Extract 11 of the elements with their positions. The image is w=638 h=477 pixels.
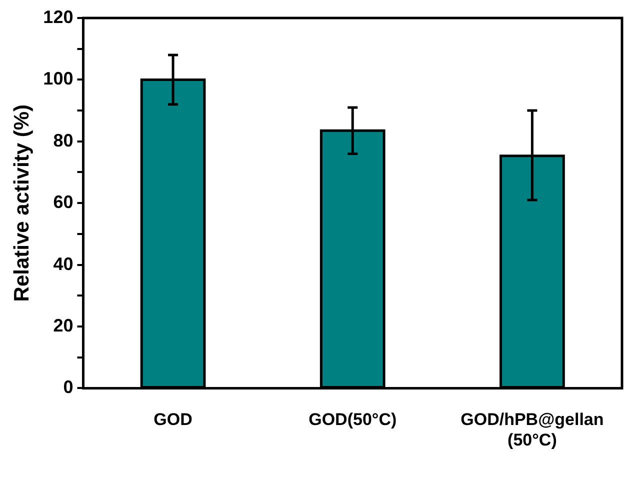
x-tick-label: GOD/hPB@gellan (50°C) bbox=[460, 410, 604, 450]
y-tick-label: 40 bbox=[53, 254, 74, 274]
y-tick-label: 120 bbox=[43, 6, 74, 27]
y-tick-label: 20 bbox=[53, 315, 74, 336]
x-tick-label: GOD(50°C) bbox=[308, 410, 397, 430]
y-tick-label: 0 bbox=[63, 377, 74, 398]
y-tick-label: 60 bbox=[53, 192, 74, 212]
y-tick-label: 80 bbox=[53, 130, 74, 150]
y-axis-title: Relative activity (%) bbox=[10, 104, 34, 302]
y-tick-label: 100 bbox=[43, 68, 74, 89]
x-tick-label: GOD bbox=[154, 410, 192, 430]
